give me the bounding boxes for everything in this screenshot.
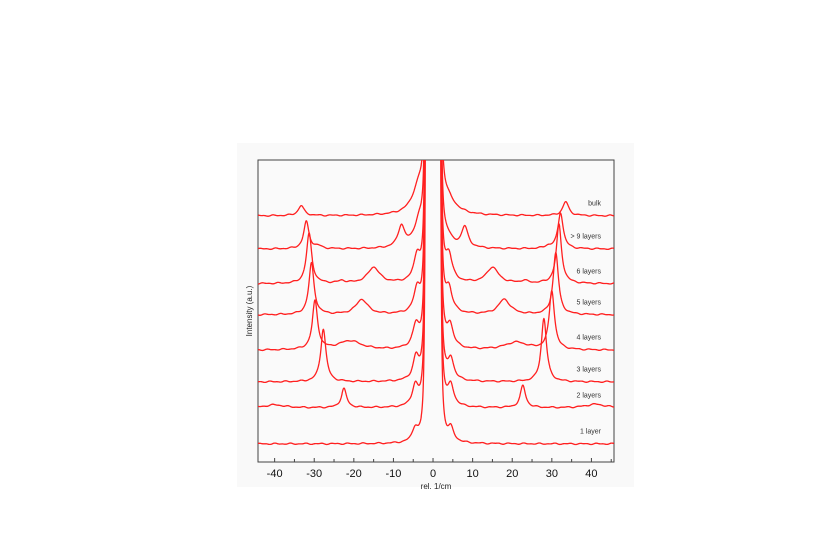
x-tick-label: -10 [385, 468, 401, 480]
spectrum-line-5 [258, 160, 614, 285]
series-label: 5 layers [576, 299, 601, 306]
x-tick-label: 40 [585, 468, 597, 480]
spectrum-line-2 [258, 160, 614, 384]
spectrum-line-6 [258, 160, 614, 251]
x-tick-label: -40 [267, 468, 283, 480]
x-tick-label: -30 [306, 468, 322, 480]
spectrum-line-7 [258, 160, 614, 217]
x-tick-label: -20 [346, 468, 362, 480]
series-label: 4 layers [576, 335, 601, 342]
series-label: 2 layers [576, 392, 601, 399]
x-tick-label: 0 [430, 468, 436, 480]
series-label: > 9 layers [570, 234, 601, 241]
series-label: bulk [588, 200, 601, 207]
spectrum-line-0 [258, 160, 614, 446]
spectrum-line-1 [258, 160, 614, 409]
spectrum-line-4 [258, 160, 614, 316]
series-label: 3 layers [576, 366, 601, 373]
spectrum-line-3 [258, 160, 614, 352]
x-tick-label: 10 [467, 468, 479, 480]
series-label: 6 layers [576, 268, 601, 275]
plot-frame [257, 159, 615, 463]
x-axis-label: rel. 1/cm [421, 482, 452, 491]
y-axis-label: Intensity (a.u.) [245, 285, 254, 336]
series-label: 1 layer [580, 428, 602, 435]
x-tick-label: 30 [546, 468, 558, 480]
x-tick-label: 20 [506, 468, 518, 480]
